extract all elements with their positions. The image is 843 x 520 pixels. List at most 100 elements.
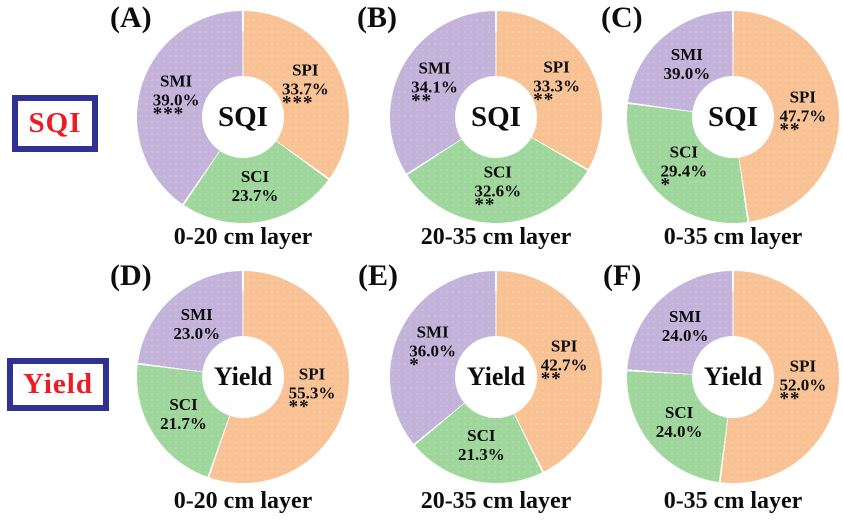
pie-panel-a: SQI SPI 33.7% *** SCI 23.7% SMI 39.0% *** [137,11,349,223]
segment-percent: 39.0% [663,64,711,84]
segment-percent: 52.0% [779,375,827,395]
panel-letter-c: (C) [601,1,643,34]
significance-stars: * [409,354,420,376]
row-label-sqi-text: SQI [28,107,82,139]
segment-label-sci: SCI 32.6% ** [474,162,522,216]
significance-stars: ** [288,396,310,418]
donut-center-label-d: Yield [213,362,273,391]
segment-label-spi: SPI 33.7% *** [281,60,329,113]
segment-label-smi: SMI 34.1% ** [411,58,458,112]
layer-caption-b: 20-35 cm layer [420,224,572,250]
segment-name: SMI [416,322,449,342]
segment-label-spi: SPI 47.7% ** [779,87,827,141]
segment-percent: 23.0% [173,324,221,344]
segment-percent: 47.7% [779,106,827,126]
panel-letter-f: (F) [603,259,642,292]
segment-name: SMI [670,45,703,65]
pie-panel-d: Yield SPI 55.3% ** SCI 21.7% SMI 23.0% [137,271,349,483]
segment-name: SCI [240,166,270,186]
segment-percent: 42.7% [540,355,588,375]
panel-letter-d: (D) [110,259,152,292]
donut-chart-c: SQI SPI 47.7% ** SCI 29.4% * SMI 39.0% [627,11,839,223]
significance-stars: ** [474,194,496,216]
segment-name: SPI [789,87,817,107]
layer-caption-f: 0-35 cm layer [663,488,803,514]
donut-hole-b: SQI [455,76,537,158]
donut-hole-e: Yield [455,336,537,418]
segment-percent: 39.0% [152,90,200,110]
segment-percent: 55.3% [288,383,336,403]
segment-label-spi: SPI 55.3% ** [288,364,336,418]
significance-stars: ** [779,388,801,410]
donut-chart-a: SQI SPI 33.7% *** SCI 23.7% SMI 39.0% *** [137,11,349,223]
donut-center-label-c: SQI [708,100,758,133]
segment-name: SCI [169,394,198,414]
segment-percent: 24.0% [661,325,709,345]
segment-percent: 21.7% [160,413,207,433]
segment-name: SPI [543,57,570,77]
segment-name: SPI [298,364,326,384]
row-label-box-yield: Yield [7,358,109,411]
panel-letter-a: (A) [110,1,152,34]
segment-percent: 21.3% [457,445,505,465]
donut-hole-d: Yield [202,336,284,418]
significance-stars: ** [533,89,555,111]
layer-caption-c: 0-35 cm layer [663,224,803,250]
donut-chart-e: Yield SPI 42.7% ** SCI 21.3% SMI 36.0% * [390,271,602,483]
segment-label-smi: SMI 24.0% [662,307,709,345]
segment-percent: 33.3% [533,76,580,96]
significance-stars: ** [411,90,433,112]
segment-label-sci: SCI 29.4% * [660,142,708,196]
donut-center-label-a: SQI [218,100,268,133]
segment-label-spi: SPI 33.3% ** [533,57,580,111]
pie-panel-f: Yield SPI 52.0% ** SCI 24.0% SMI 24.0% [627,271,839,483]
significance-stars: ** [779,119,801,141]
row-label-yield-text: Yield [23,368,93,400]
segment-name: SPI [789,356,817,376]
donut-hole-a: SQI [202,76,284,158]
segment-name: SMI [180,305,213,325]
significance-stars: *** [152,103,185,125]
segment-percent: 32.6% [474,181,522,201]
segment-label-sci: SCI 21.3% [458,426,505,464]
panel-letter-e: (E) [358,259,398,292]
segment-name: SPI [292,60,319,80]
segment-name: SPI [550,336,578,356]
segment-percent: 34.1% [411,77,458,97]
pie-panel-e: Yield SPI 42.7% ** SCI 21.3% SMI 36.0% * [390,271,602,483]
donut-chart-d: Yield SPI 55.3% ** SCI 21.7% SMI 23.0% [137,271,349,483]
segment-name: SCI [664,402,694,422]
panel-letter-b: (B) [357,1,397,34]
donut-center-label-e: Yield [466,362,526,391]
segment-percent: 23.7% [231,185,279,205]
segment-label-smi: SMI 39.0% *** [152,72,200,125]
segment-percent: 24.0% [655,421,703,441]
donut-hole-f: Yield [692,336,774,418]
segment-label-smi: SMI 39.0% [663,45,710,83]
donut-center-label-f: Yield [703,362,763,391]
segment-name: SCI [483,162,512,182]
layer-caption-e: 20-35 cm layer [420,488,572,514]
segment-label-smi: SMI 36.0% * [409,322,457,376]
donut-center-label-b: SQI [471,100,521,133]
segment-name: SMI [418,58,451,78]
segment-name: SCI [669,142,698,162]
pie-panel-c: SQI SPI 47.7% ** SCI 29.4% * SMI 39.0% [627,11,839,223]
pie-panel-b: SQI SPI 33.3% ** SCI 32.6% ** SMI 34.1% ** [390,11,602,223]
donut-chart-b: SQI SPI 33.3% ** SCI 32.6% ** SMI 34.1% ** [390,11,602,223]
layer-caption-d: 0-20 cm layer [173,488,313,514]
segment-percent: 36.0% [409,341,457,361]
significance-stars: * [660,174,671,196]
segment-label-spi: SPI 42.7% ** [540,336,588,389]
segment-label-spi: SPI 52.0% ** [779,356,827,410]
donut-hole-c: SQI [692,76,774,158]
segment-name: SCI [467,426,496,446]
layer-caption-a: 0-20 cm layer [173,224,313,250]
row-label-box-sqi: SQI [12,95,98,152]
segment-name: SMI [669,306,702,326]
donut-chart-f: Yield SPI 52.0% ** SCI 24.0% SMI 24.0% [627,271,839,483]
segment-label-sci: SCI 23.7% [232,167,279,205]
segment-percent: 29.4% [660,161,708,181]
segment-percent: 33.7% [281,79,329,99]
